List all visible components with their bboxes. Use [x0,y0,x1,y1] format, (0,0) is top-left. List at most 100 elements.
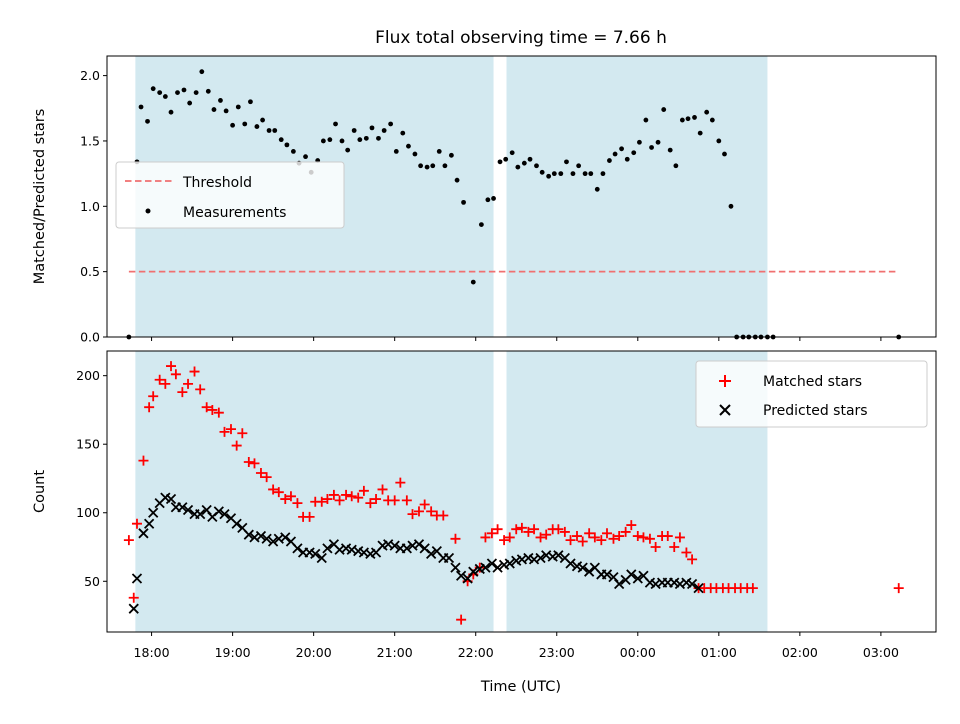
matched-star-point [371,494,382,505]
ratio-legend-box [115,161,345,229]
measurement-point [497,159,503,165]
measurement-point [607,158,612,163]
matched-star-point [285,491,296,502]
matched-star-point [292,498,303,509]
predicted-star-point [219,508,230,520]
predicted-star-point [316,552,327,564]
measurement-point [424,164,430,170]
matched-star-point [669,542,680,553]
x-axis-label: Time (UTC) [480,679,561,695]
matched-star-point [620,526,631,537]
measurement-point [242,121,248,127]
observing-window-2 [506,56,768,337]
measurement-point [527,156,533,162]
measurement-point [655,139,661,145]
matched-star-point [601,528,612,539]
measurement-point [594,186,600,192]
matched-star-point [438,510,449,521]
measurement-point [430,163,436,169]
matched-star-point [255,467,266,478]
predicted-star-point [443,552,455,564]
measurement-point [661,107,667,112]
measurement-point [612,151,618,157]
matched-star-point [231,440,242,451]
predicted-star-point [138,528,149,539]
matched-star-point [638,532,649,543]
observing-window-1 [135,351,494,632]
measurement-point [576,163,582,169]
measurement-point [320,138,326,144]
measurement-point [692,115,697,120]
x-tick-label: 00:00 [620,645,656,660]
predicted-star-point [182,504,194,516]
matched-star-point [559,526,570,537]
matched-star-point [413,506,424,517]
measurement-point [722,151,727,157]
matched-star-point [280,494,291,505]
count-panel: 50 100 150 200 18:00 19:00 20:00 21:00 22:00 23:… [32,350,937,660]
predicted-star-point [468,566,479,577]
predicted-star-point [310,548,321,560]
y-tick-label: 150 [76,437,100,452]
measurement-point [381,128,387,133]
y-tick-label: 200 [76,368,100,383]
measurement-point [436,149,442,154]
matched-star-point [273,487,284,498]
predicted-star-point [144,518,155,529]
measurement-point [509,150,515,156]
measurement-point [697,130,703,136]
matched-star-point [328,489,339,500]
matched-star-point [529,524,540,535]
matched-star-point [148,391,159,402]
legend-matched-swatch [719,375,731,387]
measurement-point [649,145,654,150]
measurement-point [376,135,381,141]
measurement-point [588,171,594,177]
measurement-point [685,116,691,122]
measurement-point [266,128,272,133]
predicted-star-point [693,583,704,594]
measurement-point [667,147,673,153]
matched-star-point [565,535,576,546]
measurement-point [345,147,351,153]
matched-star-point [572,531,583,542]
predicted-star-point [480,562,491,573]
predicted-star-point [231,518,242,529]
matched-star-point [249,458,260,469]
x-tick-label: 01:00 [701,645,737,660]
matched-star-point [681,547,692,558]
matched-star-point [480,532,491,543]
matched-star-point [166,361,177,372]
matched-star-point [389,495,400,506]
predicted-star-point [280,532,291,543]
measurement-point [418,163,424,169]
matched-star-point [322,494,333,505]
count-points [123,361,904,625]
matched-star-point [177,387,188,398]
chart-title: Flux total observing time = 7.66 h [375,28,667,48]
measurement-point [333,121,338,127]
measurement-point [235,104,241,110]
measurement-point [284,142,290,148]
measurement-point [400,130,406,136]
measurement-point [168,109,174,115]
measurement-point [478,222,484,228]
count-y-axis-label: Count [32,470,48,513]
measurement-point [619,146,624,152]
measurement-point [442,163,448,169]
ratio-x-ticks [151,337,882,341]
measurement-point [357,137,363,143]
y-tick-label: 0.0 [80,330,100,345]
matched-star-point [243,457,254,468]
matched-star-point [650,542,661,553]
matched-star-point [614,531,625,542]
y-tick-label: 0.5 [80,264,100,279]
matched-star-point [195,384,206,395]
measurement-point [503,156,509,162]
measurement-point [564,159,569,165]
x-tick-label: 18:00 [134,645,170,660]
measurement-point [679,117,685,123]
count-y-ticks: 50 100 150 200 [76,368,107,589]
matched-star-point [687,554,698,565]
measurement-point [193,90,199,95]
